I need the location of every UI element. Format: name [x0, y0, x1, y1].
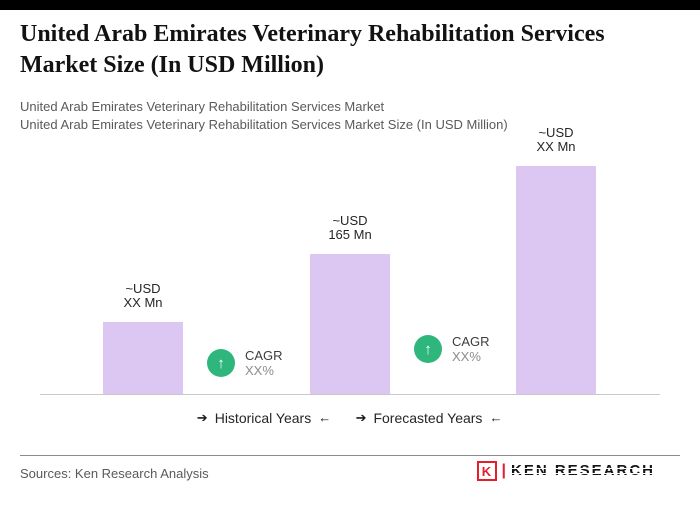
page-title: United Arab Emirates Veterinary Rehabili… — [20, 21, 605, 78]
cagr-1-label: CAGR — [245, 348, 283, 363]
bar-3-value-line1: ~USD — [538, 125, 574, 140]
bar-3 — [516, 166, 596, 394]
logo-divider: | — [501, 462, 506, 479]
bar-1 — [103, 322, 183, 394]
bar-3-value-label: ~USD XX Mn — [536, 126, 575, 154]
bar-group-current: ~USD 165 Mn — [310, 214, 390, 394]
bar-2-value-line1: ~USD — [332, 213, 368, 228]
left-arrow-icon: ← — [318, 410, 332, 425]
top-accent-bar — [0, 0, 700, 10]
ken-research-logo-mark-icon: K — [476, 461, 497, 481]
cagr-2-text: CAGR XX% — [452, 334, 490, 364]
up-arrow-glyph: ↑ — [424, 340, 432, 358]
bar-2-value-line2: 165 Mn — [328, 227, 372, 242]
subtitle-market-size: United Arab Emirates Veterinary Rehabili… — [20, 117, 508, 132]
forecasted-years-text: Forecasted Years — [373, 410, 483, 426]
historical-years-text: Historical Years — [214, 410, 312, 426]
bar-3-value-line2: XX Mn — [536, 139, 576, 154]
bar-group-historical-start: ~USD XX Mn — [103, 282, 183, 394]
cagr-badge-1: ↑ CAGR XX% — [207, 348, 283, 378]
right-arrow-icon: ➔ — [355, 410, 367, 425]
bar-2-value-label: ~USD 165 Mn — [328, 214, 371, 242]
cagr-badge-2: ↑ CAGR XX% — [414, 334, 490, 364]
bar-chart: ~USD XX Mn ↑ CAGR XX% ~USD 165 Mn ↑ — [40, 120, 660, 395]
bar-1-value-label: ~USD XX Mn — [123, 282, 162, 310]
sources-text: Sources: Ken Research Analysis — [20, 466, 209, 481]
bar-1-value-line1: ~USD — [125, 281, 161, 296]
footer-divider — [20, 455, 680, 456]
up-arrow-glyph: ↑ — [217, 354, 225, 372]
forecasted-years-label: ➔ Forecasted Years ← — [356, 409, 503, 427]
growth-up-arrow-icon: ↑ — [414, 335, 442, 363]
cagr-1-value: XX% — [245, 363, 274, 378]
bar-1-value-line2: XX Mn — [123, 295, 163, 310]
subtitle-market: United Arab Emirates Veterinary Rehabili… — [20, 99, 385, 114]
growth-up-arrow-icon: ↑ — [207, 349, 235, 377]
cagr-2-label: CAGR — [452, 334, 490, 349]
cagr-1-text: CAGR XX% — [245, 348, 283, 378]
bar-group-forecast: ~USD XX Mn — [516, 126, 596, 394]
left-arrow-icon: ← — [489, 410, 503, 425]
ken-research-logo-text: KEN RESEARCH — [508, 462, 658, 479]
ken-research-logo: K | KEN RESEARCH — [476, 461, 658, 481]
cagr-2-value: XX% — [452, 349, 481, 364]
historical-years-label: ➔ Historical Years ← — [197, 409, 331, 427]
right-arrow-icon: ➔ — [196, 410, 208, 425]
bar-2 — [310, 254, 390, 394]
